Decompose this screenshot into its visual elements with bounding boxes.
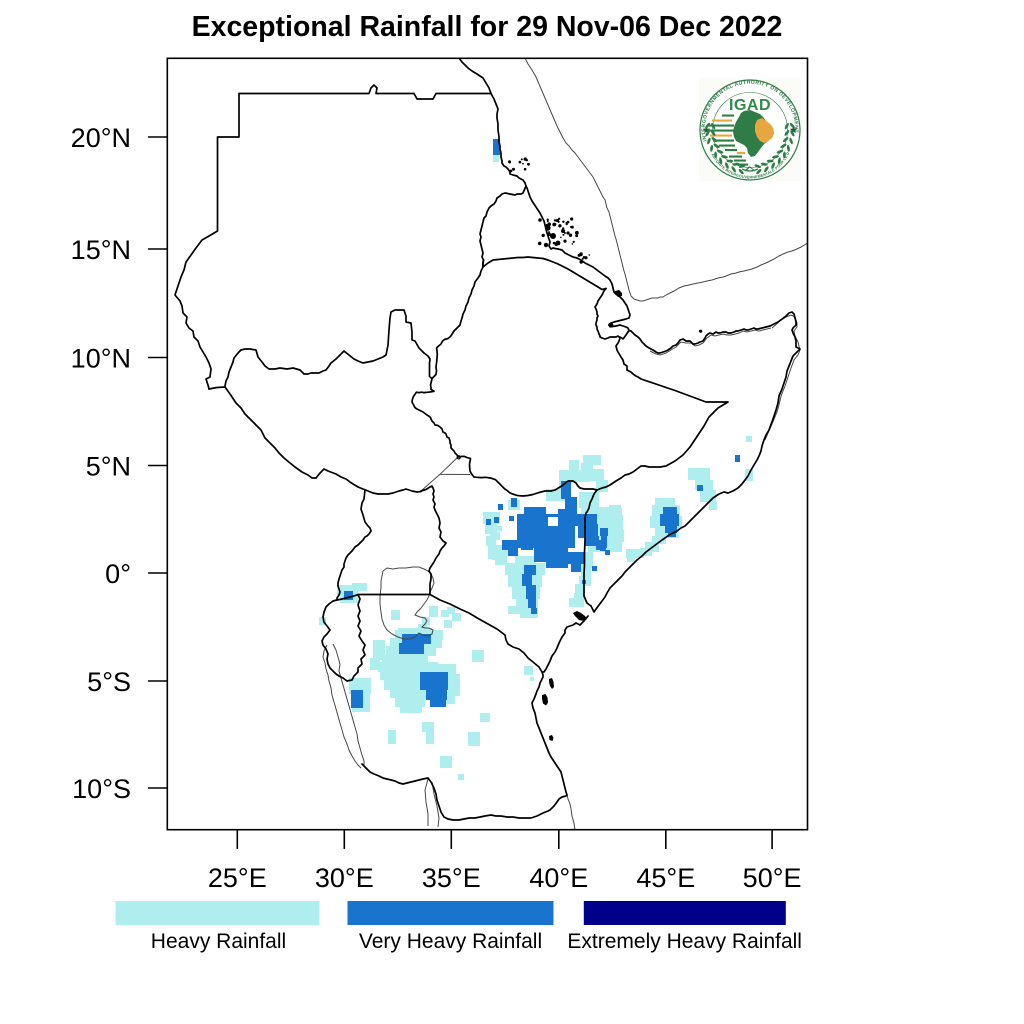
svg-text:40°E: 40°E	[529, 863, 588, 893]
svg-text:50°E: 50°E	[743, 863, 802, 893]
svg-text:10°S: 10°S	[72, 774, 131, 804]
svg-text:45°E: 45°E	[636, 863, 695, 893]
svg-text:5°S: 5°S	[87, 667, 131, 697]
svg-text:Exceptional Rainfall for 29 No: Exceptional Rainfall for 29 Nov-06 Dec 2…	[192, 11, 783, 43]
svg-text:Heavy Rainfall: Heavy Rainfall	[151, 930, 286, 953]
svg-text:20°N: 20°N	[71, 123, 131, 153]
svg-text:25°E: 25°E	[208, 863, 267, 893]
svg-text:5°N: 5°N	[86, 452, 131, 482]
svg-text:Very Heavy Rainfall: Very Heavy Rainfall	[359, 930, 542, 953]
svg-text:15°N: 15°N	[71, 235, 131, 265]
svg-text:IGAD: IGAD	[729, 97, 771, 114]
svg-text:10°N: 10°N	[71, 344, 131, 374]
svg-text:30°E: 30°E	[315, 863, 374, 893]
svg-text:0°: 0°	[105, 559, 131, 589]
svg-text:35°E: 35°E	[422, 863, 481, 893]
svg-text:Extremely Heavy Rainfall: Extremely Heavy Rainfall	[567, 930, 802, 953]
